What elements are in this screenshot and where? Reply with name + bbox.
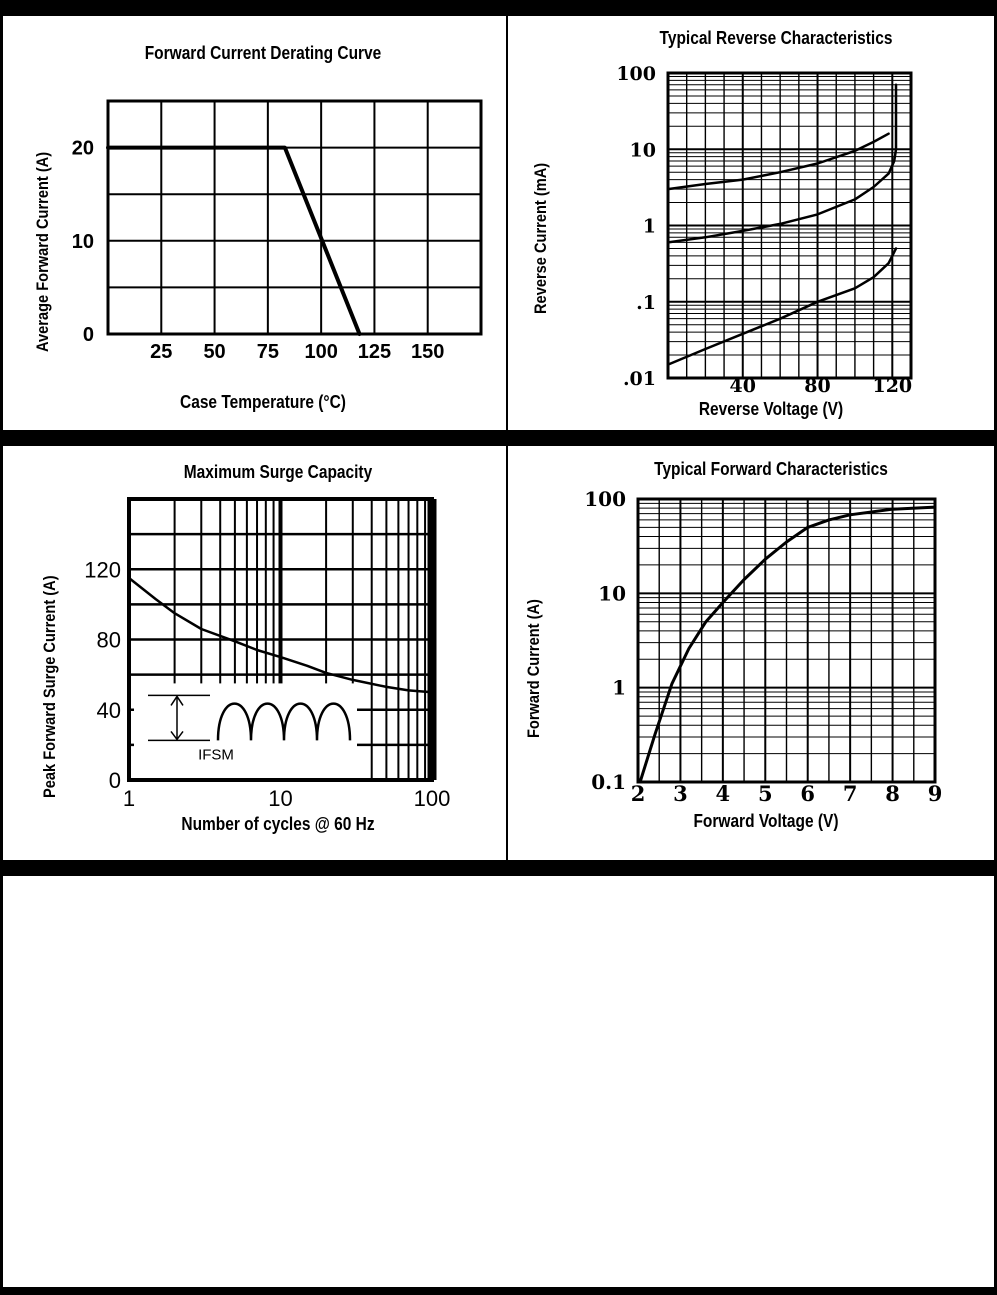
surge-series-1-line bbox=[127, 576, 434, 694]
surge-inset-arrow-up bbox=[170, 695, 184, 706]
forward-y-tick-label: 10 bbox=[598, 581, 626, 605]
derating-panel: Forward Current Derating Curve Average F… bbox=[0, 0, 506, 430]
derating-x-tick-label: 25 bbox=[150, 341, 172, 363]
reverse-series-1-line bbox=[666, 132, 890, 191]
reverse-chart: 40 80 120 .01 .1 1 10 100 bbox=[616, 63, 913, 397]
reverse-y-tick-label: .01 bbox=[623, 368, 656, 390]
derating-series-1-line bbox=[106, 145, 362, 336]
forward-x-tick-label: 3 bbox=[673, 781, 688, 806]
forward-y-tick-label: 1 bbox=[612, 676, 626, 700]
surge-inset-background bbox=[134, 683, 357, 778]
reverse-title: Typical Reverse Characteristics bbox=[659, 28, 893, 48]
surge-y-tick-label: 40 bbox=[97, 698, 121, 723]
middle-bar-2 bbox=[0, 860, 997, 876]
middle-bar-1 bbox=[0, 430, 997, 446]
derating-x-axis-label: Case Temperature (°C) bbox=[180, 392, 346, 412]
right-border bbox=[994, 0, 997, 1295]
surge-y-tick-label: 80 bbox=[97, 628, 121, 653]
derating-chart: 25 50 75 100 125 150 0 10 20 bbox=[72, 99, 483, 363]
derating-x-tick-label: 75 bbox=[257, 341, 279, 363]
forward-x-tick-label: 8 bbox=[885, 781, 900, 806]
surge-x-axis-label: Number of cycles @ 60 Hz bbox=[181, 814, 375, 834]
surge-inset-arrow-down bbox=[170, 730, 184, 741]
forward-title: Typical Forward Characteristics bbox=[654, 459, 888, 479]
surge-inset-waveform bbox=[216, 702, 352, 741]
reverse-series-3-line bbox=[666, 247, 898, 366]
surge-y-tick-label: 120 bbox=[84, 557, 121, 582]
forward-x-tick-label: 4 bbox=[716, 781, 731, 806]
derating-x-tick-label: 150 bbox=[411, 341, 444, 363]
reverse-plot-frame bbox=[666, 71, 913, 380]
surge-chart: IFSM 1 10 100 0 40 80 120 bbox=[84, 497, 451, 811]
reverse-y-tick-label: .1 bbox=[636, 292, 656, 314]
forward-plot-frame bbox=[636, 497, 937, 784]
forward-x-tick-label: 5 bbox=[758, 781, 773, 806]
surge-inset-label: IFSM bbox=[198, 746, 234, 763]
forward-x-axis-label: Forward Voltage (V) bbox=[693, 811, 839, 831]
forward-chart: 2 3 4 5 6 7 8 9 0.1 1 10 100 bbox=[584, 487, 943, 806]
forward-y-tick-label: 0.1 bbox=[591, 770, 626, 794]
forward-x-tick-label: 7 bbox=[843, 781, 858, 806]
surge-y-tick-label: 0 bbox=[109, 768, 121, 793]
surge-x-tick-label: 1 bbox=[123, 786, 135, 811]
surge-panel: Maximum Surge Capacity Peak Forward Surg… bbox=[0, 446, 506, 860]
derating-title: Forward Current Derating Curve bbox=[144, 43, 382, 63]
reverse-y-tick-label: 100 bbox=[616, 63, 656, 85]
surge-x-tick-label: 10 bbox=[268, 786, 292, 811]
reverse-x-axis-label: Reverse Voltage (V) bbox=[698, 399, 844, 419]
forward-y-tick-label: 100 bbox=[584, 487, 626, 511]
derating-y-tick-label: 10 bbox=[72, 231, 94, 253]
top-bar bbox=[0, 0, 997, 16]
bottom-bar bbox=[0, 1287, 997, 1295]
forward-panel: Typical Forward Characteristics Forward … bbox=[508, 446, 994, 860]
reverse-x-tick-label: 40 bbox=[730, 375, 756, 397]
derating-y-tick-label: 0 bbox=[83, 324, 94, 346]
forward-x-tick-label: 2 bbox=[631, 781, 646, 806]
forward-x-tick-label: 6 bbox=[800, 781, 815, 806]
center-divider bbox=[506, 16, 508, 860]
surge-title: Maximum Surge Capacity bbox=[183, 462, 373, 482]
reverse-series-2-line bbox=[666, 83, 898, 244]
reverse-x-tick-label: 120 bbox=[872, 375, 912, 397]
derating-x-tick-label: 50 bbox=[203, 341, 225, 363]
derating-x-tick-label: 100 bbox=[304, 341, 337, 363]
forward-x-tick-label: 9 bbox=[928, 781, 943, 806]
reverse-panel: Typical Reverse Characteristics Reverse … bbox=[508, 0, 994, 430]
derating-y-tick-label: 20 bbox=[72, 138, 94, 160]
reverse-y-tick-label: 1 bbox=[643, 216, 656, 238]
left-border bbox=[0, 0, 3, 1295]
forward-series-1-line bbox=[638, 505, 937, 784]
reverse-y-tick-label: 10 bbox=[630, 139, 656, 161]
derating-plot-frame bbox=[106, 99, 483, 336]
derating-x-tick-label: 125 bbox=[358, 341, 391, 363]
reverse-x-tick-label: 80 bbox=[804, 375, 830, 397]
surge-x-tick-label: 100 bbox=[414, 786, 451, 811]
